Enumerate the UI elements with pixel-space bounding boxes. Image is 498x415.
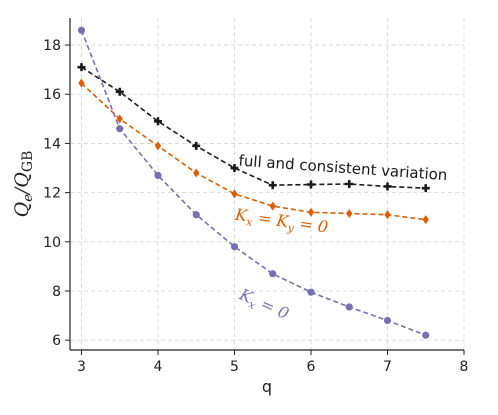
data-point <box>78 78 85 88</box>
data-point <box>422 331 430 339</box>
data-point <box>307 288 315 296</box>
data-point <box>115 87 124 96</box>
data-point <box>422 215 429 225</box>
data-point <box>306 180 315 189</box>
data-point <box>116 125 124 133</box>
data-point <box>153 117 162 126</box>
series-line <box>81 66 426 189</box>
y-tick-label: 18 <box>43 38 61 54</box>
data-point <box>383 316 392 325</box>
y-tick-label: 8 <box>52 284 61 300</box>
y-tick-label: 14 <box>43 136 61 152</box>
data-point <box>192 211 200 219</box>
axes <box>69 18 464 351</box>
data-point <box>154 171 162 179</box>
data-point <box>230 243 239 251</box>
series-1 <box>78 78 429 225</box>
series-2 <box>77 26 430 339</box>
data-point <box>230 164 239 173</box>
data-point <box>269 201 276 211</box>
y-tick-label: 16 <box>43 87 61 103</box>
y-tick-label: 6 <box>52 333 61 349</box>
y-tick-label: 10 <box>43 235 61 251</box>
x-tick-label: 4 <box>154 359 163 375</box>
data-point <box>383 182 392 191</box>
ticks: 3 4 5 6 7 8 6 8 10 12 14 16 18 <box>43 38 468 375</box>
series-line <box>80 82 426 221</box>
data-point <box>154 141 162 151</box>
x-tick-label: 5 <box>230 359 239 375</box>
annotation-kx-ky-zero: Kx = Ky = 0 <box>233 205 330 240</box>
y-axis-label: Qe/QGB <box>11 151 36 218</box>
data-point <box>346 209 353 219</box>
x-tick-label: 3 <box>77 359 86 375</box>
x-axis-label: q <box>262 377 272 396</box>
data-point <box>77 26 86 34</box>
y-tick-label: 12 <box>43 186 61 202</box>
data-point <box>193 168 200 178</box>
data-point <box>268 181 277 190</box>
series <box>77 26 430 339</box>
data-point <box>345 180 354 188</box>
data-point <box>307 207 315 217</box>
annotation-kx-zero: Kx = 0 <box>235 284 292 326</box>
series-0 <box>77 63 430 193</box>
data-point <box>269 270 277 278</box>
data-point <box>384 210 391 220</box>
data-point <box>116 114 123 124</box>
x-tick-label: 6 <box>307 359 316 375</box>
data-point <box>77 63 86 72</box>
data-point <box>421 184 430 193</box>
data-point <box>231 189 238 199</box>
data-point <box>345 303 353 311</box>
x-tick-label: 7 <box>383 359 392 375</box>
x-tick-label: 8 <box>460 359 469 375</box>
data-point <box>192 141 201 150</box>
annotation-full-variation: full and consistent variation <box>238 152 448 185</box>
